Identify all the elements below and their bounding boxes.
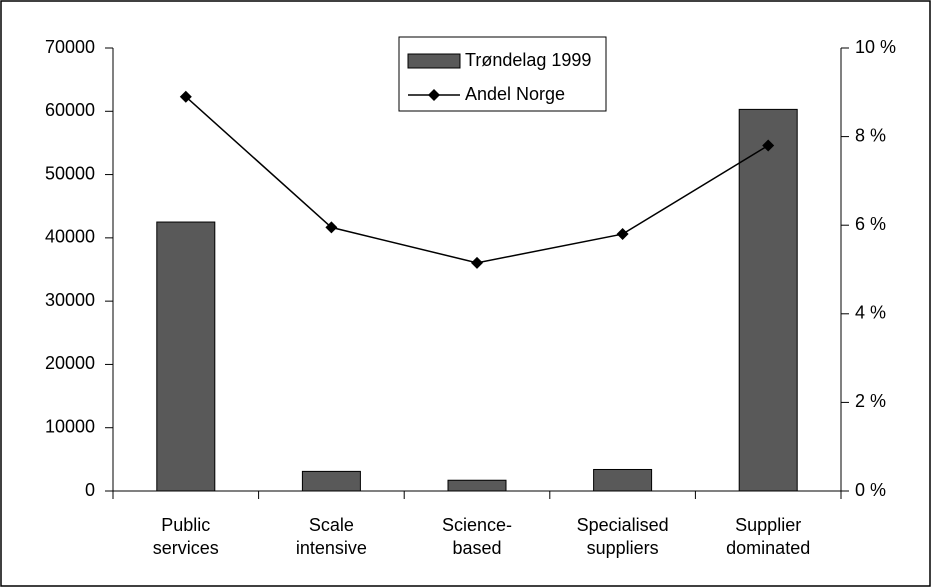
bar <box>156 221 216 492</box>
y-tick-label: 20000 <box>45 353 95 373</box>
y2-tick-label: 10 % <box>855 37 896 57</box>
y2-tick-label: 4 % <box>855 303 886 323</box>
marker <box>762 139 775 152</box>
x-tick-label: Public services <box>152 515 219 558</box>
legend-label: Andel Norge <box>465 84 565 104</box>
bar <box>301 470 361 492</box>
bar <box>738 108 798 492</box>
bar <box>593 468 653 492</box>
y-tick-label: 70000 <box>45 37 95 57</box>
y-tick-label: 0 <box>85 480 95 500</box>
legend-label: Trøndelag 1999 <box>465 50 591 70</box>
y-tick-label: 50000 <box>45 163 95 183</box>
x-tick-label: Scale intensive <box>295 515 367 558</box>
x-tick-label: Specialised suppliers <box>576 515 669 558</box>
x-tick-label: Supplier dominated <box>726 515 811 558</box>
marker <box>471 256 483 269</box>
marker <box>616 228 629 241</box>
bar <box>447 479 507 492</box>
legend-marker <box>428 89 440 101</box>
y-tick-label: 60000 <box>45 100 95 120</box>
y-tick-label: 40000 <box>45 227 95 247</box>
y2-tick-label: 6 % <box>855 214 886 234</box>
marker <box>179 90 192 103</box>
y-tick-label: 10000 <box>45 416 95 436</box>
legend-swatch <box>407 53 461 69</box>
y2-tick-label: 8 % <box>855 125 886 145</box>
y2-tick-label: 2 % <box>855 391 886 411</box>
y2-tick-label: 0 % <box>855 480 886 500</box>
x-tick-label: Science-based <box>441 515 513 558</box>
y-tick-label: 30000 <box>45 290 95 310</box>
marker <box>325 221 338 234</box>
